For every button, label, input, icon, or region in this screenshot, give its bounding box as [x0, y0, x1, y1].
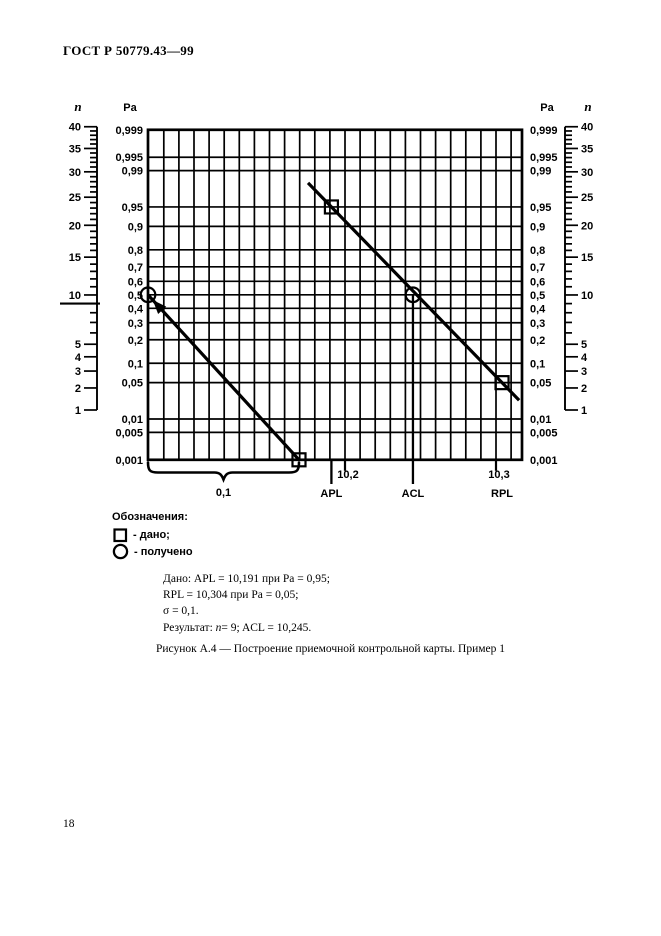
page-number: 18: [63, 818, 75, 830]
n-tick-label-right: 10: [581, 290, 593, 302]
sigma-brace: [146, 461, 301, 483]
pa-tick-label-left: 0,7: [128, 262, 143, 274]
n-tick-label-right: 4: [581, 352, 588, 364]
legend-title: Обозначения:: [112, 511, 188, 523]
pa-tick-label-left: 0,8: [128, 245, 143, 257]
pa-tick-label-right: 0,05: [530, 378, 551, 390]
n-tick-label-left: 30: [69, 167, 81, 179]
legend-item-obtained: - получено: [112, 543, 193, 560]
n-tick-label-right: 2: [581, 383, 587, 395]
pa-scale-header-left: Pa: [123, 102, 137, 114]
n-line-start-circle-marker: [139, 286, 157, 304]
pa-scale-header-right: Pa: [540, 102, 554, 114]
pa-tick-label-left: 0,995: [115, 152, 143, 164]
pa-tick-label-right: 0,9: [530, 221, 545, 233]
sigma-brace-label: 0,1: [216, 487, 231, 499]
n-tick-label-left: 40: [69, 122, 81, 134]
sigma-line-arrowhead: [152, 299, 167, 315]
n-tick-label-right: 1: [581, 405, 587, 417]
pa-tick-label-left: 0,05: [122, 378, 143, 390]
pa-tick-label-left: 0,4: [128, 303, 144, 315]
n-tick-label-left: 35: [69, 143, 81, 155]
n-tick-label-left: 20: [69, 220, 81, 232]
pa-tick-label-right: 0,4: [530, 303, 546, 315]
n-tick-label-right: 20: [581, 220, 593, 232]
main-line: [306, 181, 521, 402]
pa-tick-label-right: 0,6: [530, 276, 545, 288]
pa-tick-label-left: 0,1: [128, 358, 143, 370]
legend-label-given: - дано;: [133, 528, 170, 541]
given-line-4: Результат: n= 9; ACL = 10,245.: [163, 621, 312, 634]
n-tick-label-right: 40: [581, 122, 593, 134]
pa-tick-label-right: 0,005: [530, 427, 558, 439]
figure-caption: Рисунок А.4 — Построение приемочной конт…: [156, 643, 505, 655]
given-line-2: RPL = 10,304 при Pa = 0,05;: [163, 589, 299, 602]
pa-tick-label-right: 0,95: [530, 202, 551, 214]
pa-tick-label-right: 0,999: [530, 125, 558, 137]
given-data-block: Дано: APL = 10,191 при Pa = 0,95; RPL = …: [163, 571, 330, 636]
pa-tick-label-right: 0,995: [530, 152, 558, 164]
n-tick-label-left: 25: [69, 192, 81, 204]
pa-tick-label-right: 0,99: [530, 166, 551, 178]
n-scale-header-left: n: [74, 99, 81, 114]
square-icon: [113, 527, 128, 542]
acl-label: ACL: [402, 488, 425, 500]
n-scale-header-right: n: [584, 99, 591, 114]
n-tick-label-left: 4: [75, 352, 82, 364]
pa-tick-label-left: 0,5: [128, 290, 143, 302]
pa-tick-label-right: 0,3: [530, 318, 545, 330]
pa-tick-label-left: 0,3: [128, 318, 143, 330]
apl-square-marker: [323, 199, 340, 215]
n-tick-label-right: 5: [581, 339, 587, 351]
sigma-line: [146, 293, 301, 461]
given-line-3: σ = 0,1.: [163, 605, 199, 618]
rpl-label: RPL: [491, 488, 513, 500]
n-tick-label-right: 3: [581, 366, 587, 378]
pa-tick-label-right: 0,5: [530, 290, 545, 302]
pa-tick-label-right: 0,01: [530, 414, 551, 426]
legend-item-given: - дано;: [112, 526, 193, 543]
pa-tick-label-left: 0,999: [115, 125, 143, 137]
n-tick-label-left: 10: [69, 290, 81, 302]
n-tick-label-left: 15: [69, 252, 81, 264]
acl-circle-marker: [404, 286, 422, 304]
x-axis-tick-label: 10,2: [337, 469, 358, 481]
n-tick-label-left: 3: [75, 366, 81, 378]
pa-tick-label-right: 0,7: [530, 262, 545, 274]
given-line-1: Дано: APL = 10,191 при Pa = 0,95;: [163, 573, 330, 585]
apl-label: APL: [320, 488, 342, 500]
pa-tick-label-right: 0,001: [530, 455, 558, 467]
pa-tick-label-left: 0,95: [122, 202, 143, 214]
n-tick-label-left: 2: [75, 383, 81, 395]
n-tick-label-left: 5: [75, 339, 81, 351]
pa-tick-label-left: 0,005: [115, 427, 143, 439]
n-tick-label-right: 25: [581, 192, 593, 204]
pa-tick-label-left: 0,6: [128, 276, 143, 288]
rpl-square-marker: [494, 375, 510, 391]
n-tick-label-right: 15: [581, 252, 593, 264]
pa-tick-label-left: 0,01: [122, 414, 143, 426]
pa-tick-label-left: 0,001: [115, 455, 143, 467]
x-axis-tick-label: 10,3: [488, 469, 509, 481]
pa-tick-label-left: 0,2: [128, 335, 143, 347]
chart-legend: Обозначения: - дано; - получено: [112, 511, 193, 560]
n-tick-label-right: 35: [581, 143, 593, 155]
n-tick-label-left: 1: [75, 405, 81, 417]
n-tick-label-right: 30: [581, 167, 593, 179]
pa-tick-label-right: 0,1: [530, 358, 545, 370]
circle-icon: [112, 543, 129, 560]
page-header: ГОСТ Р 50779.43—99: [63, 43, 194, 58]
pa-tick-label-left: 0,9: [128, 221, 143, 233]
pa-tick-label-left: 0,99: [122, 166, 143, 178]
pa-tick-label-right: 0,8: [530, 245, 545, 257]
pa-tick-label-right: 0,2: [530, 335, 545, 347]
legend-label-obtained: - получено: [134, 545, 193, 558]
